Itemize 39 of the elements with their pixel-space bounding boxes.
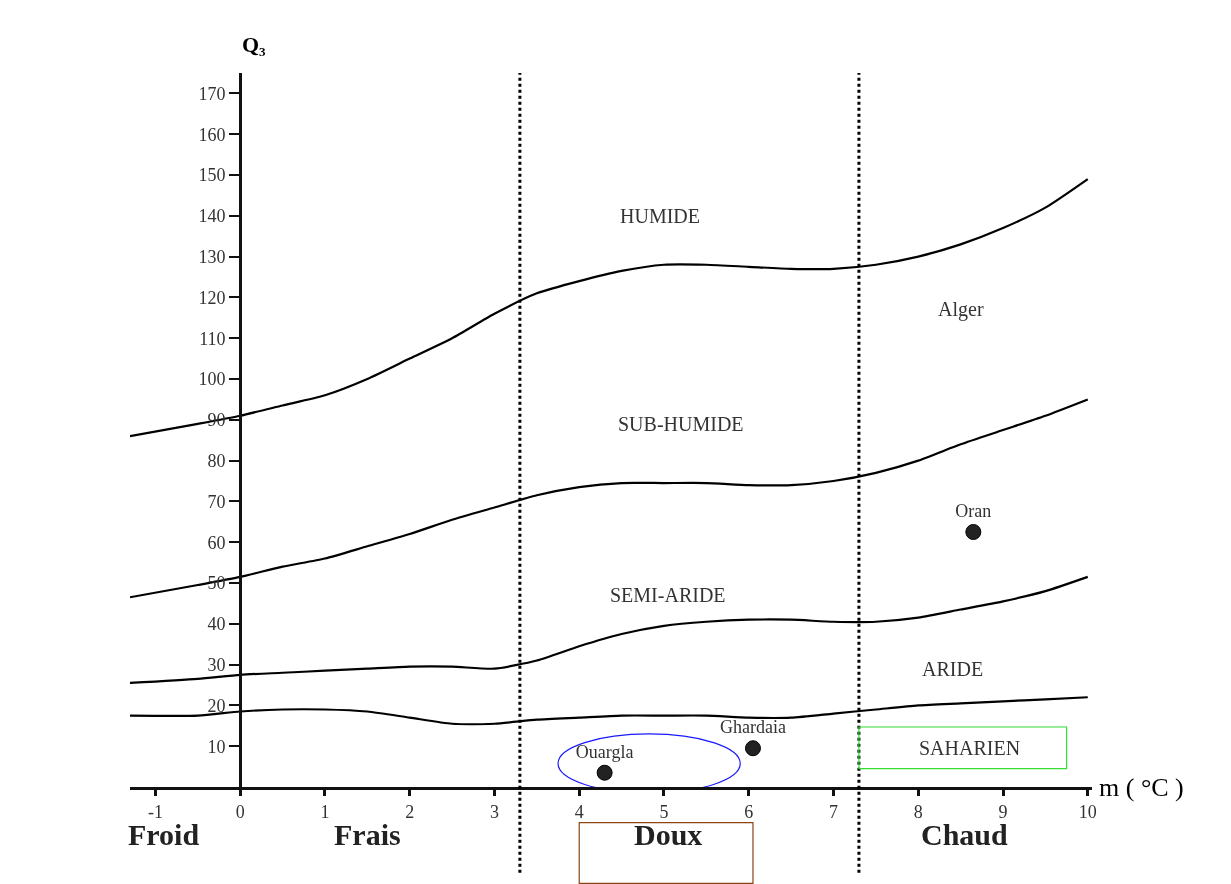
y-tick-label: 80 [207, 450, 226, 471]
series-label: Oran [955, 501, 992, 522]
y-tick-label: 60 [207, 532, 226, 553]
x-tick-label: 0 [235, 801, 245, 822]
annotation: ARIDE [922, 658, 984, 680]
y-tick-label: 110 [199, 328, 226, 349]
y-tick-label: 160 [198, 124, 226, 145]
x-tick-label: 2 [405, 801, 415, 822]
y-tick-label: 70 [207, 491, 226, 512]
y-tick-label: 150 [198, 165, 226, 186]
y-tick-label: 120 [198, 287, 226, 308]
x-tick-label: 1 [320, 801, 330, 822]
x-tick-label: 7 [828, 801, 838, 822]
y-tick-label: 40 [207, 614, 226, 635]
series-label: Ouargla [575, 741, 634, 762]
y-tick-label: 170 [198, 83, 226, 104]
text: Frais [334, 818, 401, 851]
y-tick-label: 10 [207, 736, 226, 757]
y-tick-label: 100 [198, 369, 226, 390]
x-tick-label: 10 [1078, 801, 1097, 822]
y-tick-label: 130 [198, 246, 226, 267]
annotation: SUB-HUMIDE [618, 413, 744, 435]
y-tick-label: 140 [198, 206, 226, 227]
annotation: Alger [938, 298, 984, 321]
annotation: SEMI-ARIDE [610, 584, 726, 606]
y-axis-title: Q₃ [242, 32, 267, 57]
x-tick-label: 8 [913, 801, 923, 822]
point [744, 740, 761, 757]
x-tick-label: 4 [574, 801, 584, 822]
x-tick-label: 3 [489, 801, 499, 822]
annotation: HUMIDE [620, 205, 700, 227]
x-axis-title: m ( °C ) [1099, 773, 1184, 802]
series-label: Ghardaia [719, 717, 786, 738]
y-tick-label: 30 [207, 654, 226, 675]
x-tick-label: 6 [744, 801, 754, 822]
point [596, 764, 613, 781]
annotation: SAHARIEN [919, 737, 1021, 759]
y-tick-label: 20 [207, 695, 226, 716]
point [965, 524, 982, 540]
